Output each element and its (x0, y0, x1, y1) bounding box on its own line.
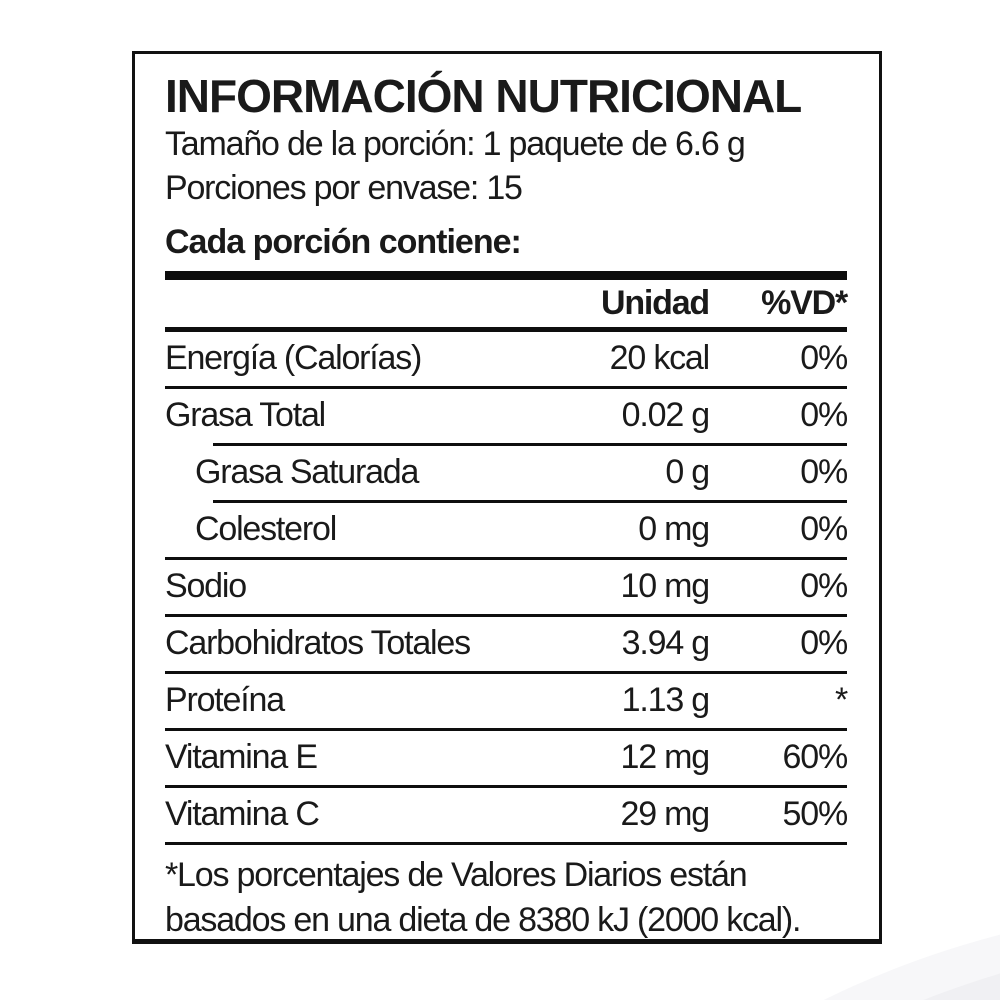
nutrient-amount: 0 mg (638, 510, 710, 549)
table-row: Grasa Saturada 0 g 0% (165, 446, 848, 500)
nutrient-name: Carbohidratos Totales (165, 624, 471, 663)
nutrient-daily-value: 60% (782, 738, 849, 777)
row-separator (165, 613, 847, 617)
row-separator (165, 326, 847, 332)
table-row: Energía (Calorías) 20 kcal 0% (165, 332, 848, 386)
nutrient-name: Colesterol (195, 510, 337, 549)
table-row: Vitamina C 29 mg 50% (165, 788, 849, 842)
nutrient-daily-value: 0% (800, 396, 848, 435)
nutrient-amount: 0 g (665, 453, 710, 492)
row-separator (213, 499, 847, 503)
nutrient-name: Proteína (165, 681, 285, 720)
nutrient-daily-value: 0% (800, 510, 848, 549)
table-row: Grasa Total 0.02 g 0% (165, 389, 848, 443)
nutrient-amount: 20 kcal (609, 339, 711, 378)
nutrient-name: Vitamina C (165, 795, 320, 834)
table-row: Colesterol 0 mg 0% (165, 503, 848, 557)
table-row: Vitamina E 12 mg 60% (165, 731, 849, 785)
nutrition-label: INFORMACIÓN NUTRICIONAL Tamaño de la por… (132, 51, 882, 944)
table-row: Carbohidratos Totales 3.94 g 0% (165, 617, 848, 671)
nutrient-daily-value: 0% (800, 567, 848, 606)
nutrient-name: Grasa Total (165, 396, 326, 435)
nutrient-amount: 3.94 g (621, 624, 711, 663)
nutrient-amount: 10 mg (620, 567, 711, 606)
nutrient-name: Energía (Calorías) (165, 339, 422, 378)
table-row: Sodio 10 mg 0% (165, 560, 848, 614)
nutrient-amount: 12 mg (620, 738, 711, 777)
row-separator (165, 385, 847, 389)
table-row: Proteína 1.13 g * (165, 674, 848, 728)
table-rows: Energía (Calorías) 20 kcal 0% Grasa Tota… (165, 326, 849, 842)
footnote-line-1: *Los porcentajes de Valores Diarios está… (165, 855, 748, 894)
nutrition-table: Unidad %VD* Energía (Calorías) 20 kcal 0… (165, 280, 849, 842)
row-separator (213, 442, 847, 446)
nutrient-name: Sodio (165, 567, 247, 606)
label-title: INFORMACIÓN NUTRICIONAL (165, 70, 802, 122)
nutrient-amount: 29 mg (620, 795, 711, 834)
daily-value-footnote: *Los porcentajes de Valores Diarios está… (165, 841, 847, 943)
nutrient-daily-value: 0% (800, 453, 848, 492)
column-header-unit: Unidad (600, 283, 710, 322)
nutrient-daily-value: 0% (800, 339, 848, 378)
footnote-line-2: basados en una dieta de 8380 kJ (2000 kc… (165, 900, 801, 939)
nutrient-amount: 1.13 g (621, 681, 711, 720)
serving-size-text: Tamaño de la porción: 1 paquete de 6.6 g (165, 124, 746, 163)
nutrient-name: Vitamina E (165, 738, 318, 777)
nutrient-amount: 0.02 g (621, 396, 711, 435)
servings-per-container-text: Porciones por envase: 15 (165, 168, 523, 207)
nutrient-name: Grasa Saturada (195, 453, 419, 492)
row-separator (165, 727, 847, 731)
per-serving-heading: Cada porción contiene: (165, 222, 522, 261)
nutrient-daily-value: * (834, 681, 848, 720)
nutrient-daily-value: 50% (782, 795, 849, 834)
row-separator (165, 556, 847, 560)
row-separator (165, 670, 847, 674)
column-header-dv: %VD* (761, 283, 848, 322)
divider-thick-bar (165, 270, 847, 280)
row-separator (165, 784, 847, 788)
nutrient-daily-value: 0% (800, 624, 848, 663)
table-header-row: Unidad %VD* (165, 280, 848, 327)
